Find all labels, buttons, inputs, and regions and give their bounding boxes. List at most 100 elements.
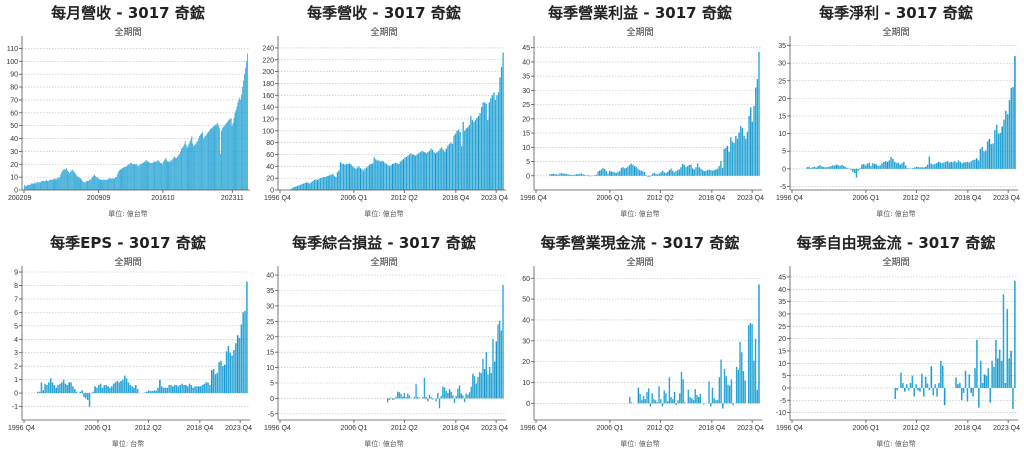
bar [819, 165, 821, 169]
bar [94, 175, 96, 190]
bar [465, 128, 467, 190]
bar [307, 182, 309, 190]
bar [40, 182, 42, 190]
bar [350, 164, 352, 190]
bar [140, 164, 142, 190]
bar [56, 178, 58, 190]
bar [582, 174, 584, 176]
bar [242, 312, 244, 394]
bar [701, 170, 704, 176]
bar [203, 138, 204, 190]
bar [176, 157, 177, 190]
bar [753, 106, 755, 176]
bar [181, 383, 183, 394]
bar [236, 335, 239, 394]
bar [680, 372, 683, 404]
bar [310, 182, 312, 190]
bar [943, 162, 945, 169]
bar [468, 392, 471, 399]
bar [718, 166, 720, 176]
y-tick-label: 40 [266, 273, 274, 280]
y-tick-label: 40 [10, 136, 18, 143]
bar [431, 149, 434, 190]
bar [157, 387, 159, 394]
bar [857, 168, 860, 171]
bar [44, 383, 46, 394]
bar [63, 169, 65, 190]
bar [393, 398, 396, 400]
bar [688, 164, 691, 176]
bar [315, 179, 317, 190]
bar [758, 51, 760, 176]
bar [632, 164, 634, 176]
bar [639, 393, 641, 404]
bar [129, 385, 132, 394]
bar [358, 166, 360, 190]
bar [897, 162, 900, 169]
bar [53, 385, 56, 394]
bar [932, 387, 935, 396]
bar [873, 163, 876, 169]
bar [957, 384, 959, 388]
bar [29, 184, 31, 190]
bar [686, 166, 689, 176]
bar [488, 102, 490, 190]
bar [1006, 114, 1009, 169]
bar [485, 352, 487, 399]
bar [941, 163, 943, 169]
bar [841, 164, 843, 169]
bar [826, 167, 829, 169]
x-tick-label: 2023 Q4 [737, 425, 764, 432]
bar [26, 184, 28, 190]
bar [495, 341, 498, 399]
bar [467, 394, 469, 399]
y-tick-label: 10 [778, 361, 786, 368]
chart-subtitle: 全期間 [882, 258, 910, 268]
bar [116, 380, 119, 394]
bar [708, 381, 710, 404]
bar [740, 125, 742, 176]
bar [480, 373, 482, 399]
bar [137, 165, 139, 190]
bar [226, 121, 228, 190]
bar [490, 373, 492, 399]
bar [635, 167, 637, 176]
bar [212, 126, 214, 190]
y-tick-label: 160 [262, 93, 274, 100]
chart-title: 每季營收 - 3017 奇鋐 [307, 4, 461, 22]
y-tick-label: 110 [7, 46, 18, 53]
bar [219, 128, 221, 190]
bar [735, 135, 737, 176]
bar [413, 155, 415, 190]
bar [172, 159, 174, 190]
y-tick-label: 20 [266, 334, 274, 341]
bar [292, 187, 294, 190]
bar [77, 177, 79, 190]
bar [103, 179, 105, 190]
y-tick-label: 20 [10, 162, 18, 169]
x-tick-label: 2012 Q2 [903, 195, 930, 202]
bar [211, 128, 213, 190]
bar [744, 380, 746, 404]
bar [121, 168, 123, 190]
bar [384, 162, 386, 190]
bar [103, 385, 106, 394]
bar-series [894, 280, 1016, 409]
bar [979, 360, 982, 388]
bar [672, 170, 674, 176]
bar [179, 153, 180, 190]
y-tick-label: 40 [266, 164, 274, 171]
bar [725, 147, 727, 176]
bar [203, 383, 206, 394]
y-tick-label: 80 [10, 85, 18, 92]
bar [118, 382, 120, 394]
bar [119, 169, 121, 190]
bar [955, 162, 958, 169]
bar [742, 371, 745, 404]
bar [49, 179, 51, 190]
bar [47, 180, 49, 190]
bar [104, 179, 106, 190]
bar [407, 155, 409, 190]
bar [670, 397, 672, 404]
bar [173, 157, 175, 190]
